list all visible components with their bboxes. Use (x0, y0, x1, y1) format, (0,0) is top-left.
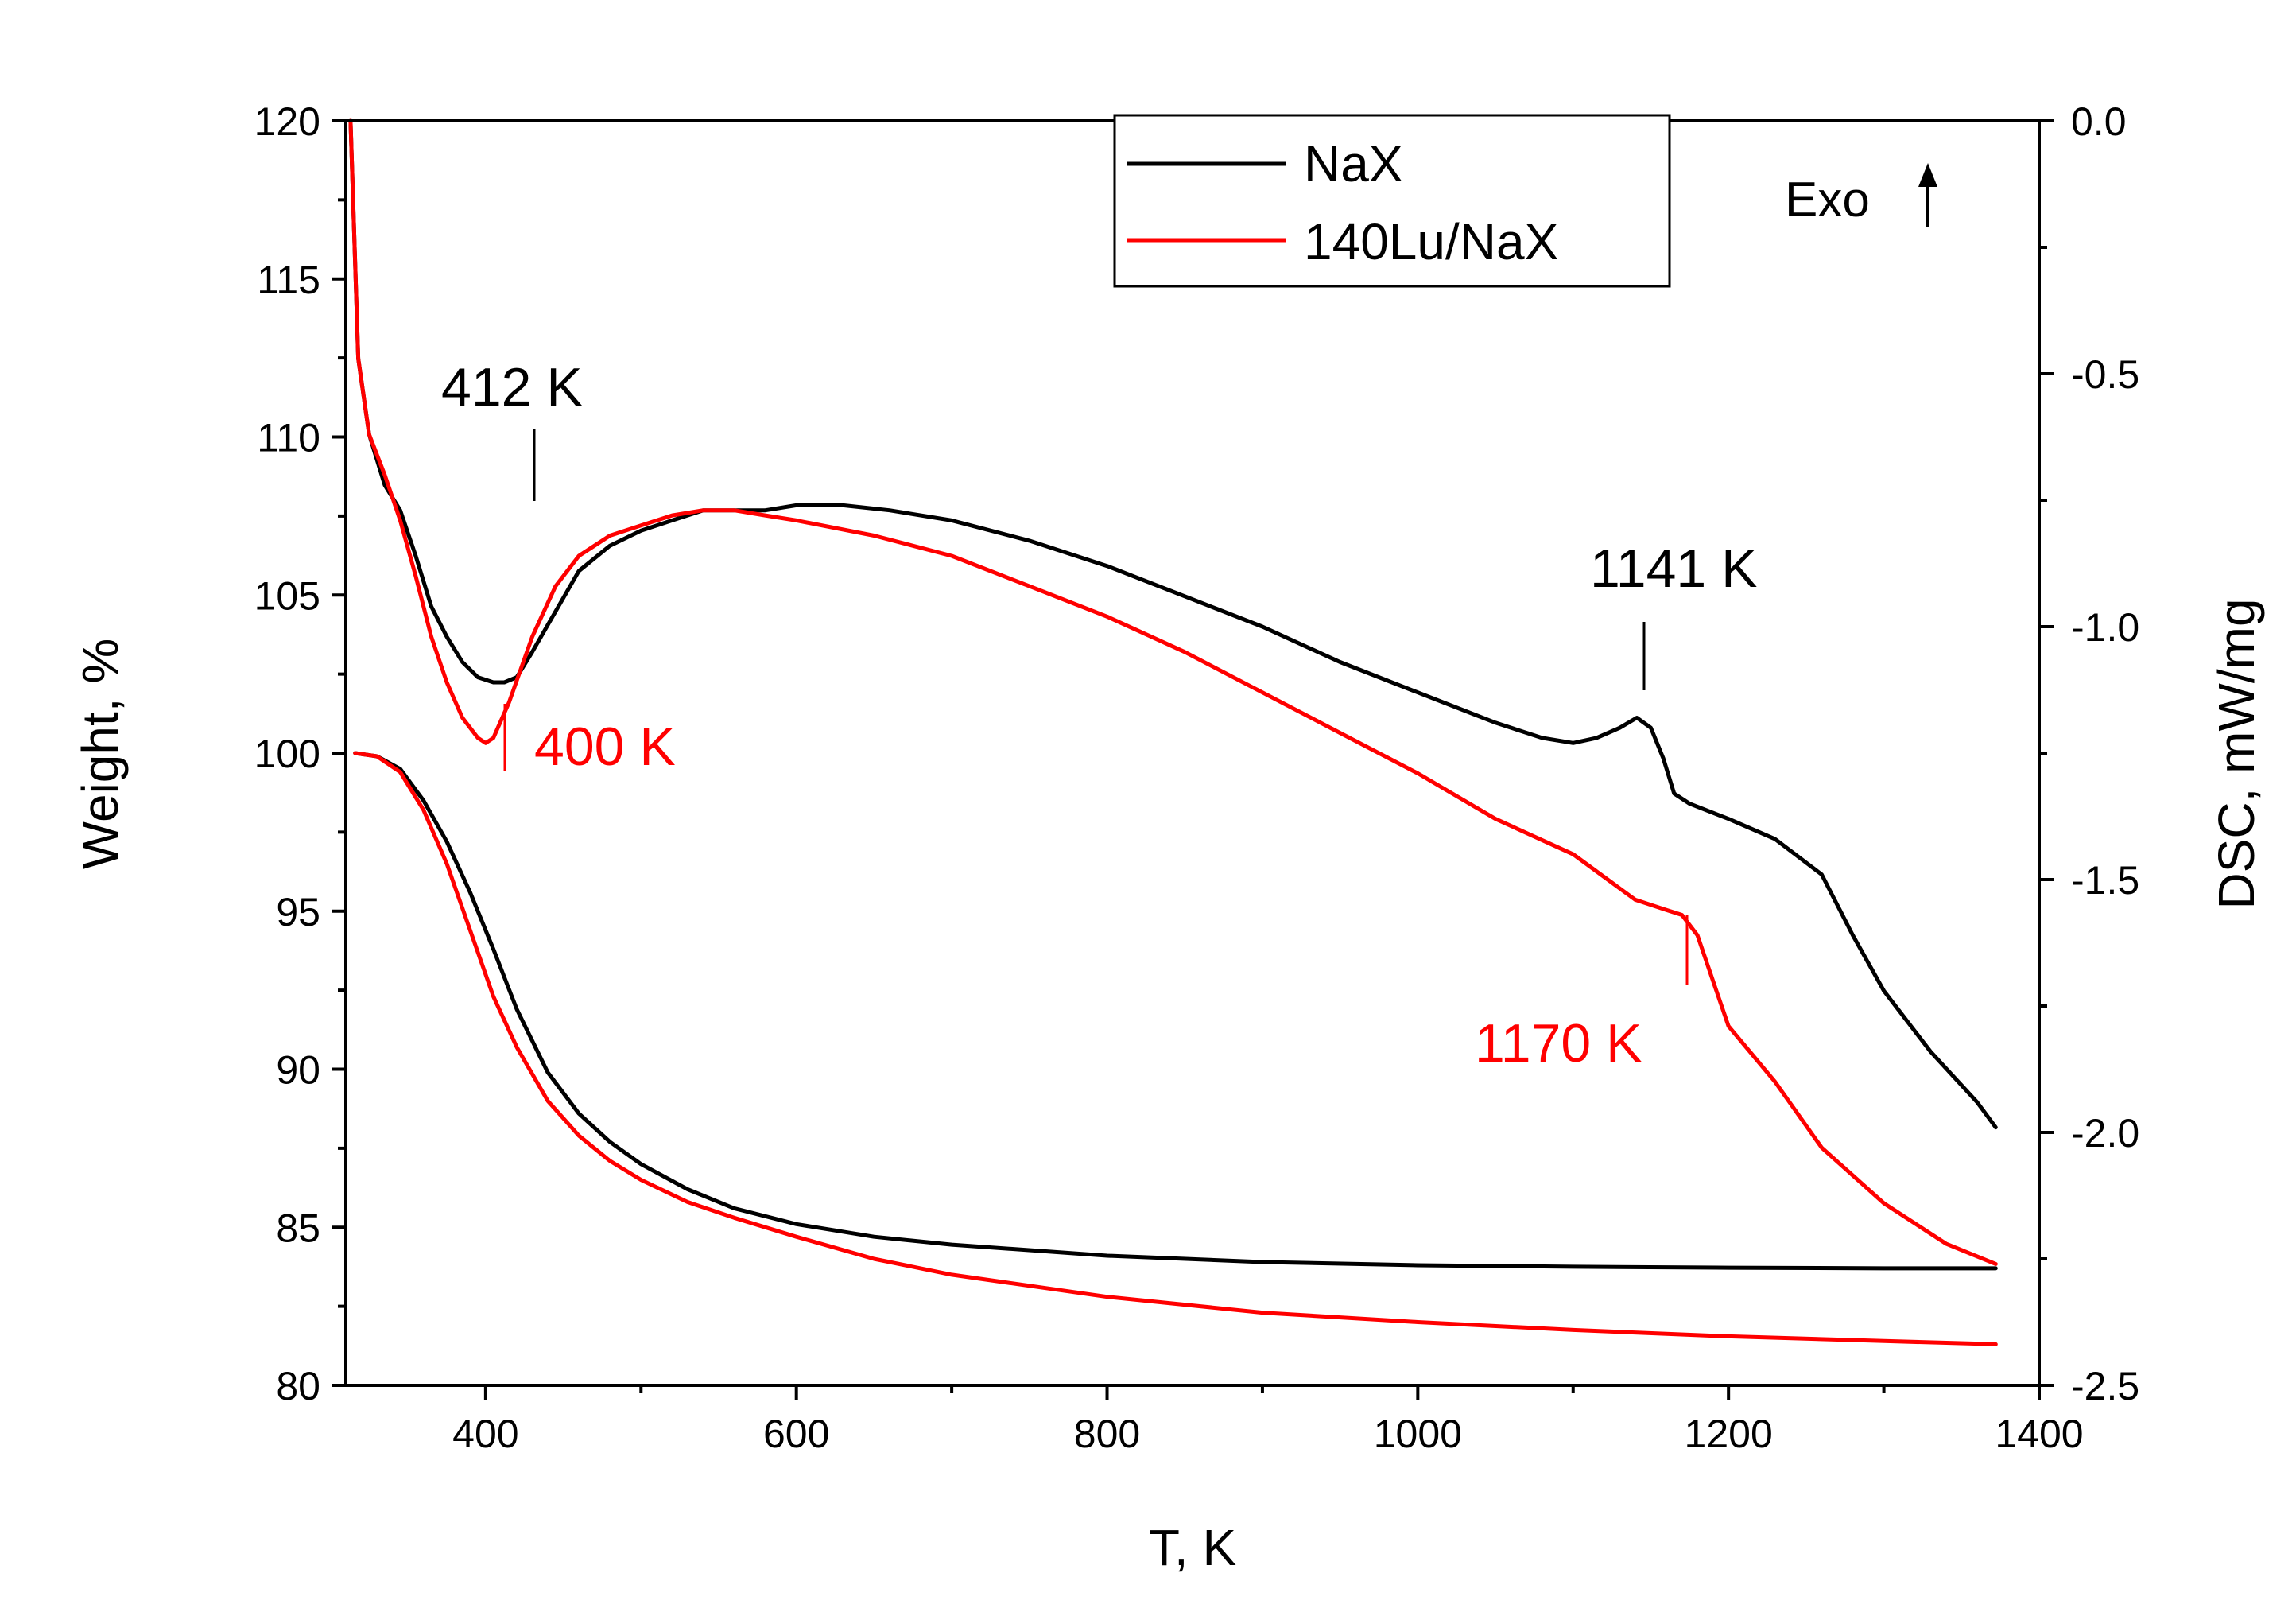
x-tick-label: 800 (1074, 1412, 1140, 1456)
y-left-tick-label: 90 (276, 1048, 320, 1093)
y-right-tick-label: -0.5 (2071, 352, 2139, 397)
legend-label-140lu: 140Lu/NaX (1304, 213, 1558, 270)
exo-indicator: Exo (1785, 163, 1937, 227)
x-tick-label: 1200 (1685, 1412, 1773, 1456)
y-left-axis-title: Weight, % (72, 639, 129, 870)
y-right-axis-title: DSC, mW/mg (2208, 598, 2265, 909)
exo-arrow-icon (1918, 163, 1937, 187)
x-tick-label: 400 (452, 1412, 518, 1456)
series-dsc-nax (348, 118, 1998, 1130)
legend-box (1113, 114, 1671, 288)
x-tick-label: 600 (763, 1412, 829, 1456)
x-tick-label: 1400 (1995, 1412, 2083, 1456)
axis-ticks (332, 119, 2054, 1400)
y-right-tick-label: -2.5 (2071, 1364, 2139, 1408)
y-right-tick-label: -1.5 (2071, 858, 2139, 903)
annotations: 412 K 400 K 1141 K 1170 K (441, 357, 1757, 1074)
annotation-1170k: 1170 K (1475, 1013, 1642, 1074)
y-left-tick-label: 105 (254, 573, 320, 618)
y-left-tick-label: 95 (276, 890, 320, 934)
y-left-tick-label: 120 (254, 99, 320, 144)
y-right-tick-label: -2.0 (2071, 1111, 2139, 1156)
series-dsc-140lu-nax (348, 118, 1998, 1266)
annotation-412k: 412 K (441, 357, 583, 418)
series-tg-nax (353, 751, 1998, 1271)
series-layer (348, 118, 1998, 1346)
y-right-tick-label: -1.0 (2071, 605, 2139, 650)
series-tg-140lu-nax (353, 751, 1998, 1346)
legend-label-nax: NaX (1304, 135, 1403, 192)
annotation-1141k: 1141 K (1590, 538, 1757, 599)
y-right-tick-label: 0.0 (2071, 99, 2127, 144)
tick-labels: 400 600 800 1000 1200 1400 80 85 90 95 100 105 110 11… (254, 99, 2140, 1456)
x-tick-label: 1000 (1374, 1412, 1462, 1456)
exo-label: Exo (1785, 173, 1870, 227)
annotation-400k: 400 K (534, 717, 676, 777)
y-left-tick-label: 85 (276, 1206, 320, 1250)
legend: NaX 140Lu/NaX (1113, 114, 1671, 288)
y-left-tick-label: 115 (257, 258, 320, 302)
y-left-tick-label: 110 (257, 416, 320, 460)
y-left-tick-label: 80 (276, 1364, 320, 1408)
x-axis-title: T, K (1149, 1519, 1236, 1576)
y-left-tick-label: 100 (254, 732, 320, 776)
